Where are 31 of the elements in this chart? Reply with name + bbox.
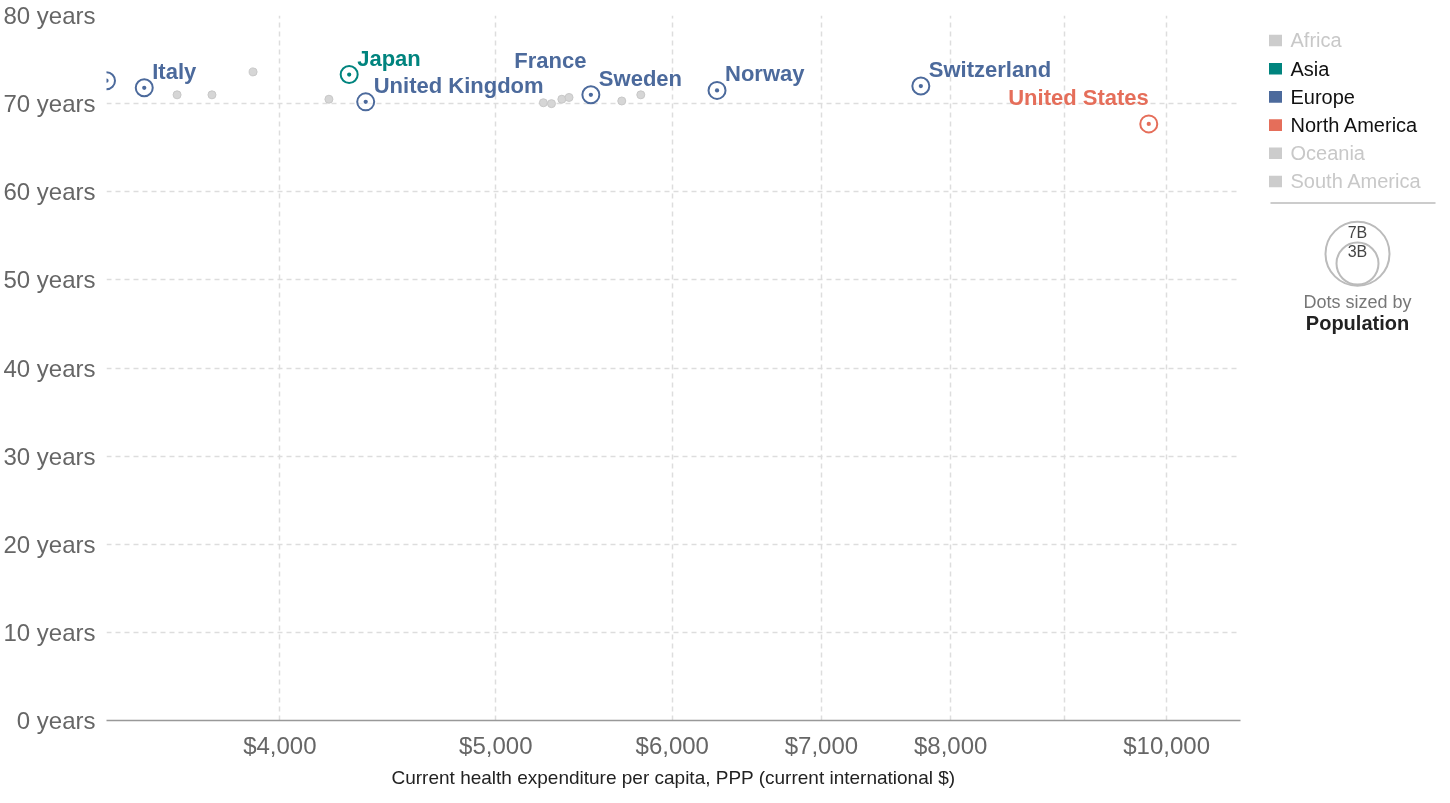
y-tick-label: 70 years (3, 90, 96, 118)
x-tick-label: $7,000 (784, 731, 859, 759)
legend-label: North America (1290, 114, 1419, 137)
y-tick-label: 80 years (3, 2, 96, 29)
x-tick-label: $10,000 (1123, 731, 1211, 759)
x-axis-title: Current health expenditure per capita, PPP (current international $) (391, 766, 956, 788)
text: Dots sized by (1303, 291, 1412, 312)
annotation: Sweden (598, 65, 683, 91)
x-tick-label: $6,000 (635, 731, 709, 759)
y-tick-label: 40 years (3, 354, 96, 382)
y-tick-label: 30 years (3, 442, 96, 470)
y-tick-label: 60 years (3, 178, 96, 206)
y-tick-label: 20 years (3, 530, 96, 558)
legend-label: Asia (1290, 57, 1331, 80)
y-tick-label: 0 years (16, 707, 96, 734)
annotation: United States (1008, 84, 1149, 110)
annotation: France (514, 48, 587, 73)
text: 7B (1347, 223, 1368, 241)
text: 3B (1347, 242, 1368, 260)
annotation: Norway (725, 61, 806, 87)
annotation: Japan (357, 45, 421, 71)
y-tick-label: 10 years (3, 618, 96, 646)
x-tick-label: $8,000 (913, 731, 988, 759)
text: Population (1305, 312, 1410, 335)
annotation: Switzerland (928, 57, 1052, 82)
x-tick-label: $4,000 (243, 731, 317, 759)
legend-label: Europe (1290, 85, 1355, 108)
x-tick-label: $5,000 (459, 731, 533, 759)
annotation: Italy (152, 58, 198, 84)
y-tick-label: 50 years (3, 266, 96, 294)
annotation: United Kingdom (373, 72, 544, 98)
